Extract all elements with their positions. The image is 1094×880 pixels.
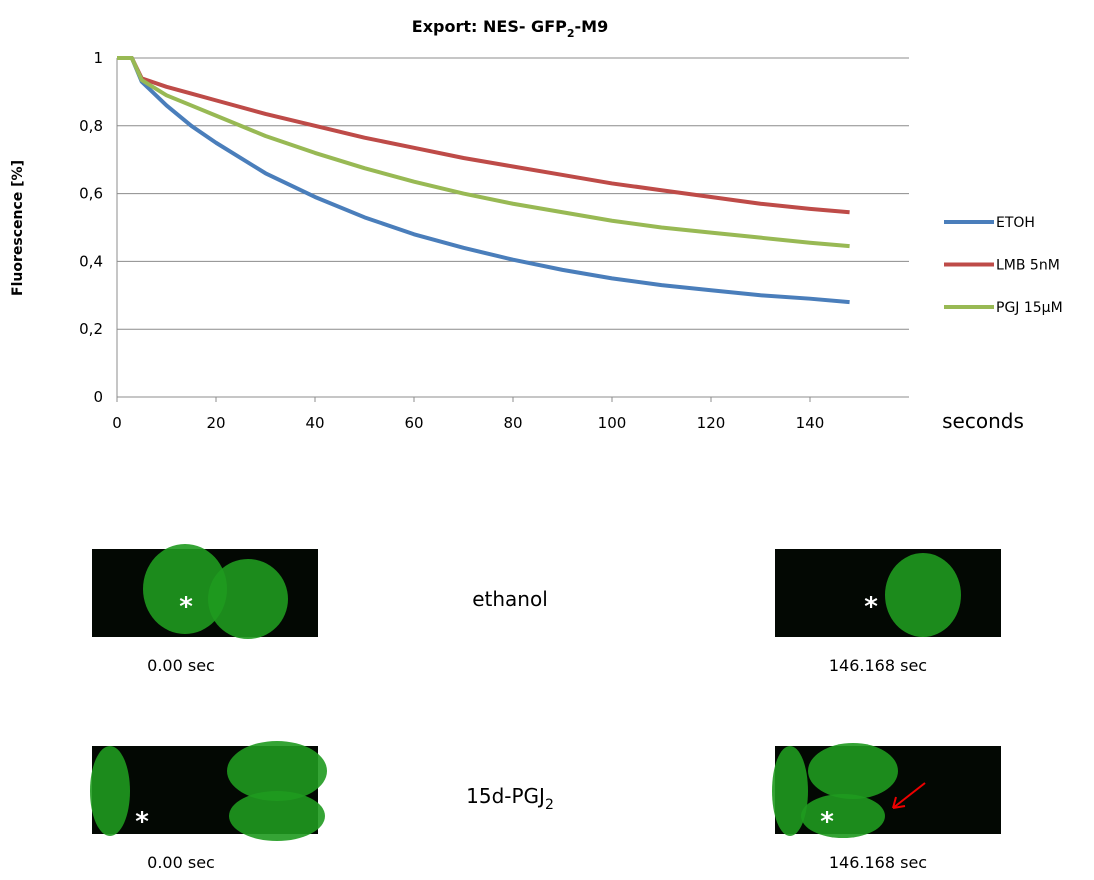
caption: 146.168 sec	[829, 853, 927, 872]
cell	[229, 791, 325, 841]
x-axis-label: seconds	[942, 409, 1024, 433]
cell	[885, 553, 961, 637]
y-tick-label: 0	[93, 388, 103, 406]
x-tick-label: 40	[305, 414, 324, 432]
legend-label: PGJ 15µM	[996, 300, 1063, 316]
y-tick-label: 1	[93, 49, 103, 67]
x-tick-label: 80	[503, 414, 522, 432]
y-tick-label: 0,6	[79, 185, 103, 203]
x-tick-label: 100	[598, 414, 627, 432]
series-line	[117, 56, 850, 249]
y-axis-label: Fluorescence [%]	[10, 160, 26, 296]
title-text: -M9	[575, 17, 609, 36]
y-tick-label: 0,2	[79, 320, 103, 338]
asterisk: *	[864, 592, 878, 622]
series-line	[117, 56, 850, 215]
series-line	[117, 56, 850, 305]
arrow	[892, 782, 926, 809]
y-tick-label: 0,8	[79, 117, 103, 135]
caption: 0.00 sec	[147, 853, 215, 872]
y-tick-label: 0,4	[79, 252, 103, 270]
cell	[208, 559, 288, 639]
panel-label: 15d-PGJ2	[466, 784, 554, 813]
cell	[90, 746, 130, 836]
x-tick-label: 0	[112, 414, 122, 432]
panel-label: ethanol	[472, 587, 548, 611]
cell	[808, 743, 898, 799]
title-text: Export: NES- GFP	[412, 17, 567, 36]
x-tick-label: 120	[697, 414, 726, 432]
cell	[227, 741, 327, 801]
caption: 146.168 sec	[829, 656, 927, 675]
asterisk: *	[820, 807, 834, 837]
arrow-head	[892, 796, 906, 809]
legend-label: LMB 5nM	[996, 258, 1060, 274]
asterisk: *	[179, 592, 193, 622]
cell	[143, 544, 227, 634]
cell	[801, 794, 885, 838]
caption: 0.00 sec	[147, 656, 215, 675]
x-tick-label: 140	[796, 414, 825, 432]
panel-label-text: ethanol	[472, 587, 548, 611]
title-sub: 2	[567, 27, 575, 40]
panel-label-text: 15d-PGJ	[466, 784, 545, 808]
chart-title: Export: NES- GFP2-M9	[412, 17, 608, 40]
panel-label-sub: 2	[545, 797, 554, 813]
legend-label: ETOH	[996, 215, 1035, 231]
asterisk: *	[135, 807, 149, 837]
x-tick-label: 20	[206, 414, 225, 432]
x-tick-label: 60	[404, 414, 423, 432]
cell	[772, 746, 808, 836]
